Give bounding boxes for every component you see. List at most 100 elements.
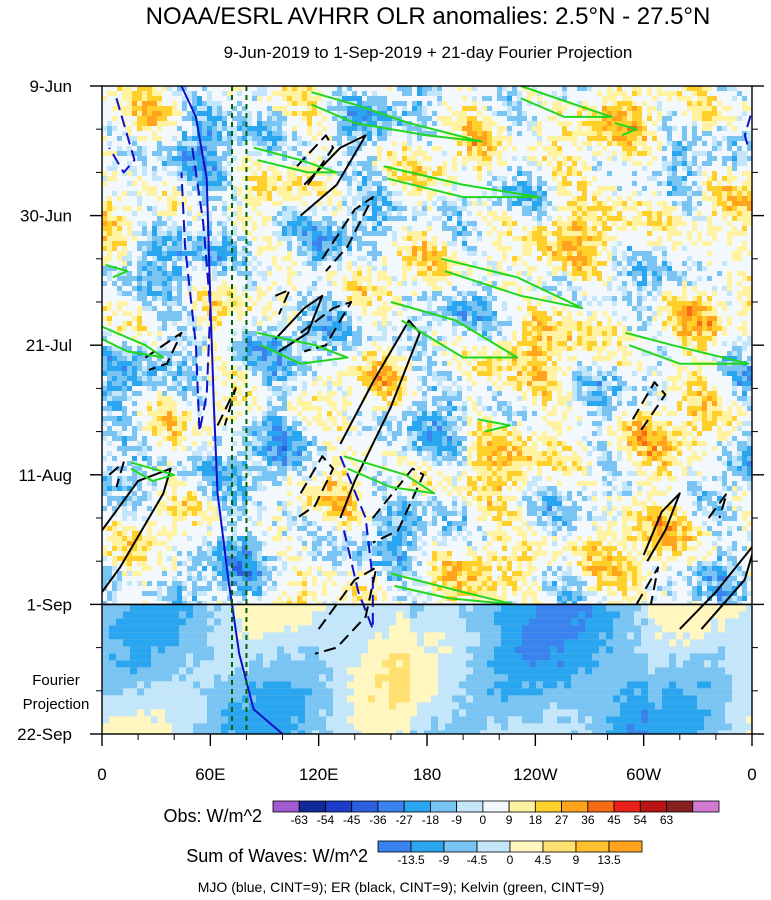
olr-cell — [137, 306, 142, 311]
olr-cell — [557, 251, 562, 256]
olr-cell — [137, 361, 142, 366]
olr-cell — [247, 191, 252, 196]
olr-cell — [137, 311, 142, 316]
olr-cell — [162, 351, 167, 356]
olr-cell — [687, 251, 692, 256]
olr-cell — [607, 101, 612, 106]
olr-cell — [127, 221, 132, 226]
olr-cell — [722, 261, 727, 266]
olr-cell — [527, 201, 532, 206]
olr-cell — [717, 181, 722, 186]
olr-cell — [452, 341, 457, 346]
olr-cell — [137, 121, 142, 126]
olr-cell — [617, 221, 622, 226]
olr-cell — [637, 136, 642, 141]
olr-cell — [662, 316, 667, 321]
olr-cell — [162, 246, 167, 251]
olr-cell — [222, 241, 227, 246]
olr-cell — [602, 341, 607, 346]
olr-cell — [582, 256, 587, 261]
olr-cell — [207, 146, 212, 151]
olr-cell — [637, 311, 642, 316]
olr-cell — [367, 176, 372, 181]
olr-cell — [287, 211, 292, 216]
olr-cell — [702, 216, 707, 221]
olr-cell — [502, 331, 507, 336]
olr-cell — [627, 156, 632, 161]
olr-cell — [472, 321, 477, 326]
olr-cell — [687, 301, 692, 306]
olr-cell — [702, 116, 707, 121]
olr-cell — [237, 231, 242, 236]
olr-cell — [727, 236, 732, 241]
olr-cell — [232, 156, 237, 161]
olr-cell — [372, 201, 377, 206]
olr-cell — [237, 171, 242, 176]
olr-cell — [682, 221, 687, 226]
olr-cell — [742, 246, 747, 251]
olr-cell — [122, 341, 127, 346]
olr-cell — [577, 346, 582, 351]
olr-cell — [422, 111, 427, 116]
olr-cell — [482, 221, 487, 226]
olr-cell — [547, 171, 552, 176]
olr-cell — [702, 306, 707, 311]
olr-cell — [307, 306, 312, 311]
olr-cell — [602, 186, 607, 191]
olr-cell — [542, 351, 547, 356]
olr-cell — [622, 341, 627, 346]
olr-cell — [572, 226, 577, 231]
olr-cell — [232, 86, 237, 91]
olr-cell — [287, 101, 292, 106]
olr-cell — [287, 241, 292, 246]
olr-cell — [702, 326, 707, 331]
olr-cell — [572, 241, 577, 246]
olr-cell — [587, 201, 592, 206]
olr-cell — [407, 266, 412, 271]
olr-cell — [582, 321, 587, 326]
olr-cell — [357, 296, 362, 301]
olr-cell — [362, 176, 367, 181]
olr-cell — [667, 356, 672, 361]
olr-cell — [217, 231, 222, 236]
olr-cell — [237, 86, 242, 91]
olr-cell — [307, 226, 312, 231]
olr-cell — [402, 271, 407, 276]
olr-cell — [452, 121, 457, 126]
olr-cell — [467, 176, 472, 181]
olr-cell — [212, 311, 217, 316]
olr-cell — [737, 256, 742, 261]
olr-cell — [317, 321, 322, 326]
olr-cell — [612, 301, 617, 306]
olr-cell — [332, 321, 337, 326]
olr-cell — [432, 191, 437, 196]
olr-cell — [137, 256, 142, 261]
olr-cell — [487, 146, 492, 151]
olr-cell — [577, 236, 582, 241]
olr-cell — [322, 181, 327, 186]
olr-cell — [192, 186, 197, 191]
olr-cell — [102, 111, 107, 116]
olr-cell — [157, 156, 162, 161]
olr-cell — [432, 171, 437, 176]
olr-cell — [662, 111, 667, 116]
olr-cell — [147, 186, 152, 191]
olr-cell — [442, 101, 447, 106]
olr-cell — [227, 251, 232, 256]
olr-cell — [212, 291, 217, 296]
olr-cell — [702, 151, 707, 156]
olr-cell — [402, 241, 407, 246]
olr-cell — [332, 221, 337, 226]
olr-cell — [192, 361, 197, 366]
olr-cell — [587, 126, 592, 131]
olr-cell — [152, 316, 157, 321]
olr-cell — [432, 251, 437, 256]
olr-cell — [137, 231, 142, 236]
olr-cell — [402, 156, 407, 161]
olr-cell — [467, 126, 472, 131]
olr-cell — [277, 196, 282, 201]
olr-cell — [172, 201, 177, 206]
olr-cell — [262, 336, 267, 341]
olr-cell — [322, 236, 327, 241]
olr-cell — [657, 301, 662, 306]
